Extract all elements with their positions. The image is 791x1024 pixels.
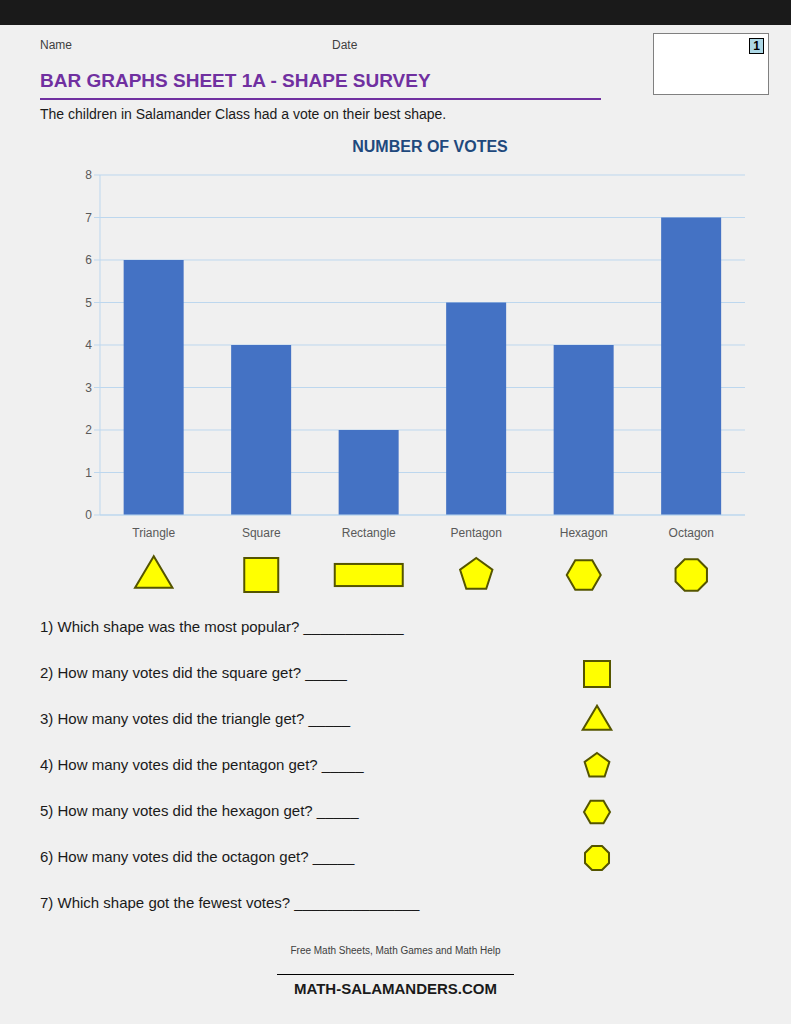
svg-text:1: 1 xyxy=(85,466,92,480)
html-text:5) How many votes did the hexa: 5) How many votes did the hexagon get? _… xyxy=(40,802,359,819)
svg-text:4: 4 xyxy=(85,338,92,352)
svg-text:5: 5 xyxy=(85,296,92,310)
svg-text:8: 8 xyxy=(85,168,92,182)
svg-text:Triangle: Triangle xyxy=(132,526,175,540)
html-text:Date: Date xyxy=(332,38,358,52)
html-text:4) How many votes did the pent: 4) How many votes did the pentagon get? … xyxy=(40,756,364,773)
svg-text:Pentagon: Pentagon xyxy=(451,526,502,540)
html-text:7) Which shape got the fewest: 7) Which shape got the fewest votes? ___… xyxy=(40,894,420,911)
svg-text:Square: Square xyxy=(242,526,281,540)
html-text:BAR GRAPHS SHEET 1A - SHAPE SU: BAR GRAPHS SHEET 1A - SHAPE SURVEY xyxy=(40,70,431,91)
html-text:1) Which shape was the most po: 1) Which shape was the most popular? ___… xyxy=(40,618,404,635)
svg-text:0: 0 xyxy=(85,508,92,522)
svg-text:Hexagon: Hexagon xyxy=(560,526,608,540)
html-text:6) How many votes did the octa: 6) How many votes did the octagon get? _… xyxy=(40,848,355,865)
html-text:Free Math Sheets, Math Games a: Free Math Sheets, Math Games and Math He… xyxy=(290,945,501,956)
html-text:MATH-SALAMANDERS.COM: MATH-SALAMANDERS.COM xyxy=(294,980,497,997)
svg-text:6: 6 xyxy=(85,253,92,267)
svg-text:Octagon: Octagon xyxy=(669,526,714,540)
svg-text:7: 7 xyxy=(85,211,92,225)
html-text:2) How many votes did the squa: 2) How many votes did the square get? __… xyxy=(40,664,347,681)
svg-text:2: 2 xyxy=(85,423,92,437)
html-text:1: 1 xyxy=(753,39,760,53)
html-text:The children in Salamander Cla: The children in Salamander Class had a v… xyxy=(40,106,447,122)
html-text:NUMBER OF VOTES: NUMBER OF VOTES xyxy=(352,138,508,155)
html-text:Name: Name xyxy=(40,38,72,52)
html-text:3) How many votes did the tria: 3) How many votes did the triangle get? … xyxy=(40,710,351,727)
svg-text:Rectangle: Rectangle xyxy=(342,526,396,540)
svg-text:3: 3 xyxy=(85,381,92,395)
